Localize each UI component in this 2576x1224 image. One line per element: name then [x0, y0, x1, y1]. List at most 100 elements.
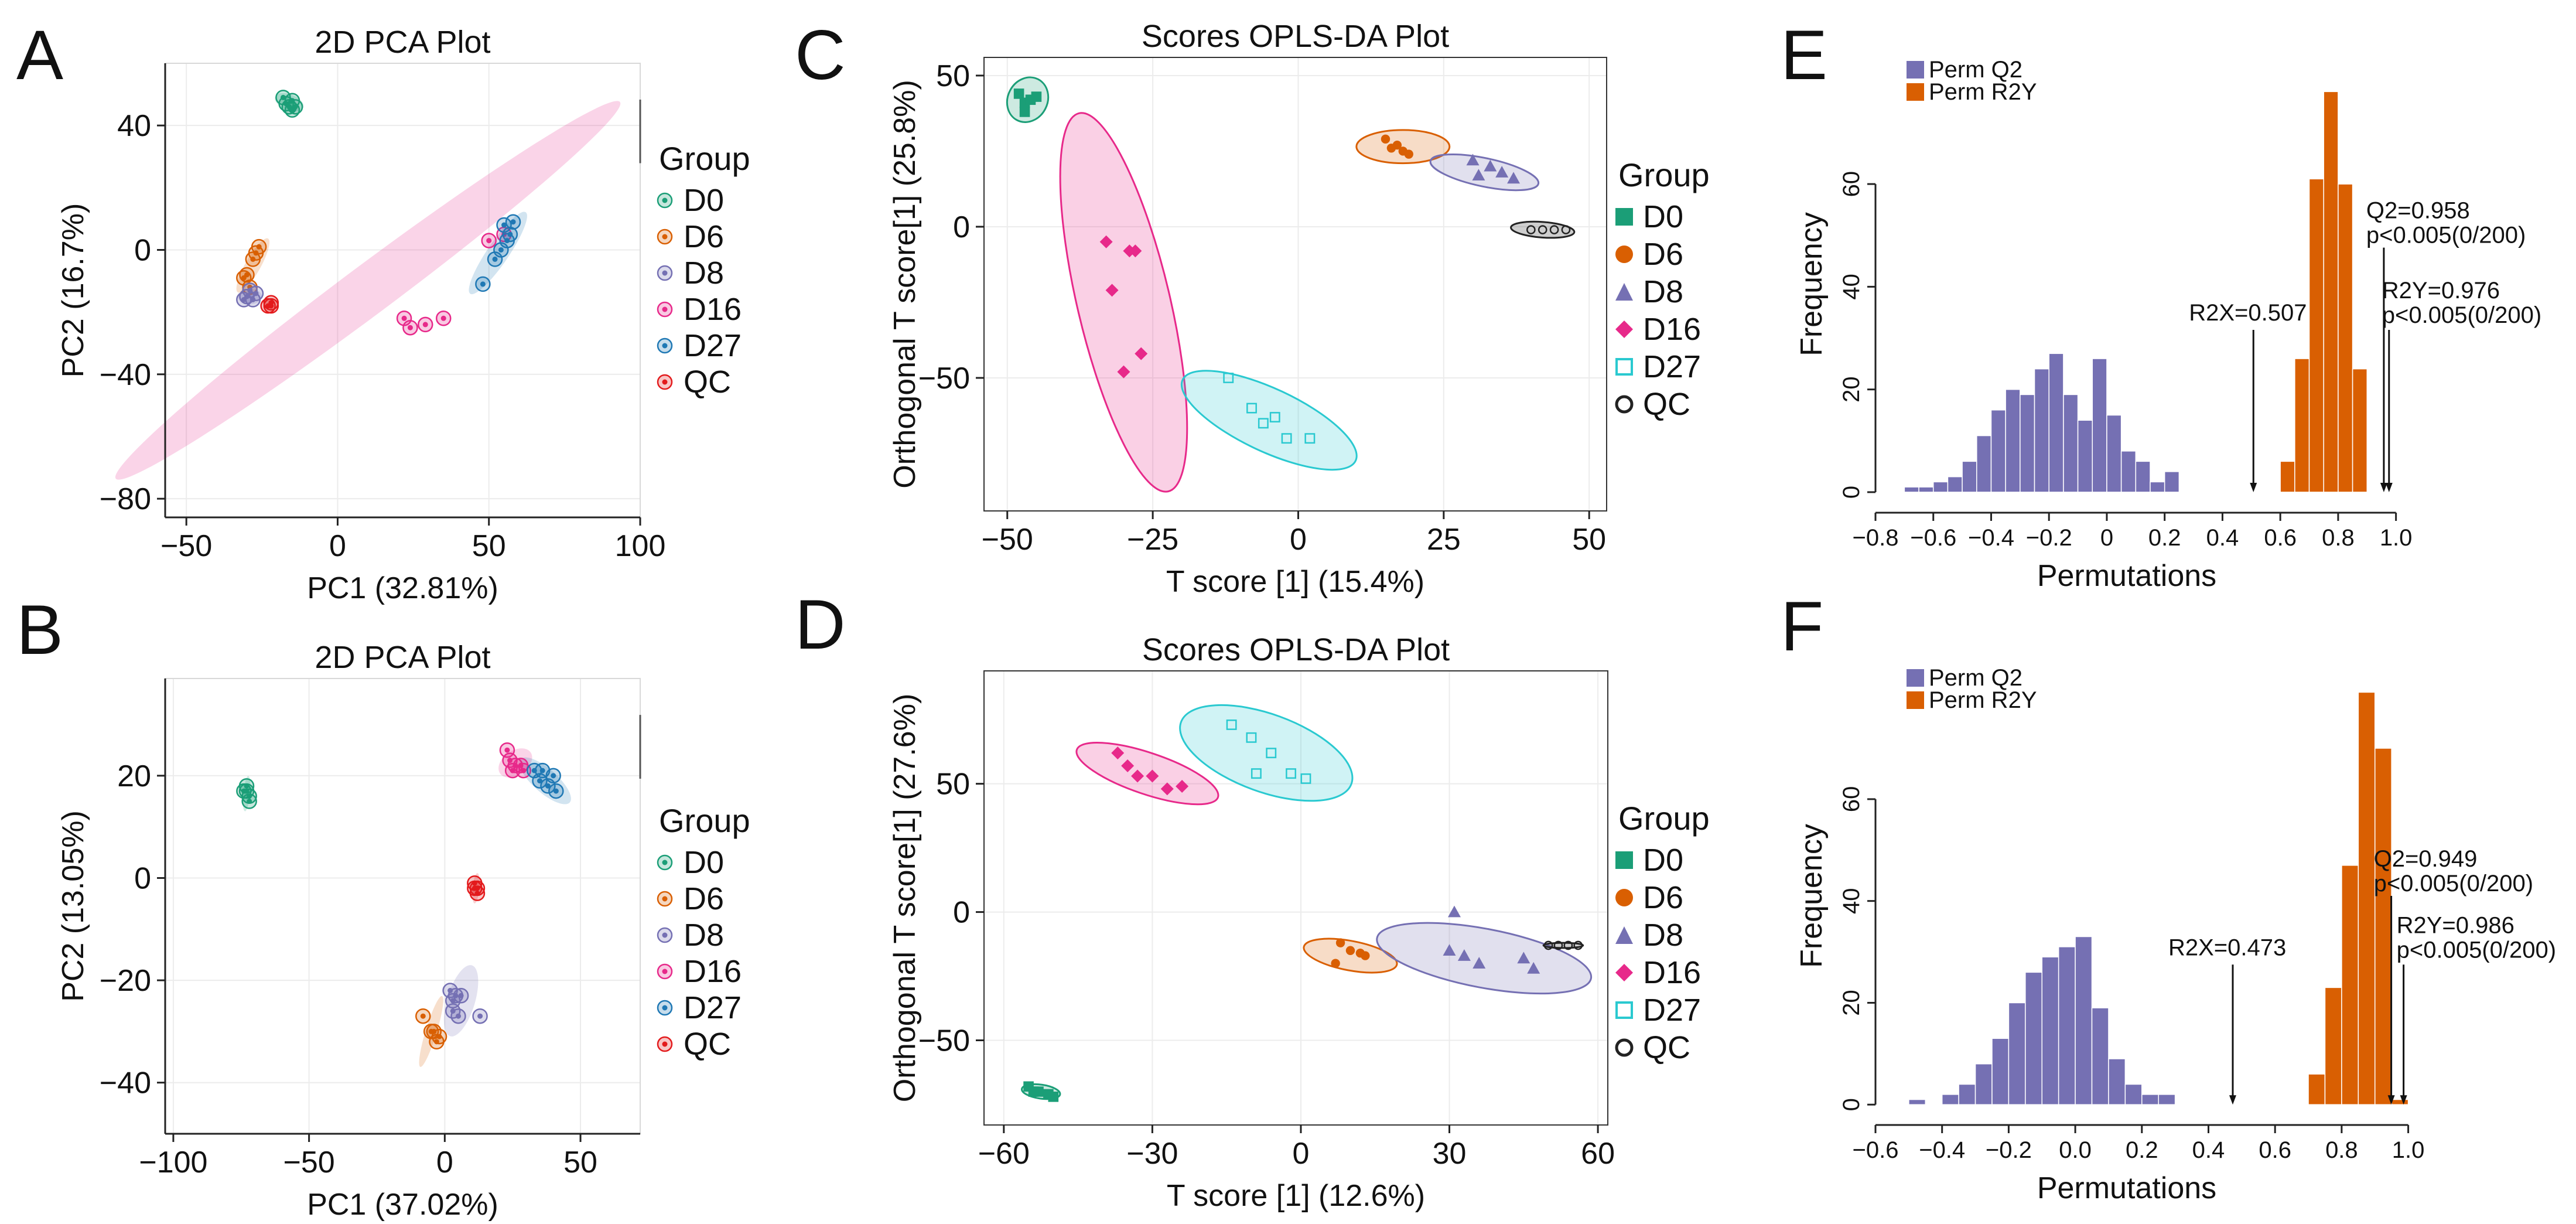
y-tick-label: 40: [1839, 274, 1864, 300]
point-QC-core: [474, 885, 480, 891]
legend-key: [1615, 283, 1633, 301]
legend-label: D0: [1643, 843, 1683, 878]
ellipse-D8: [1429, 153, 1540, 192]
legend-title: Group: [1618, 156, 1710, 193]
bar-Perm-Q2: [1962, 461, 1977, 493]
point-QC: [1561, 225, 1571, 234]
point-D16: [1135, 347, 1148, 360]
x-tick-label: 0: [2100, 525, 2113, 551]
y-tick-label: −50: [918, 1024, 970, 1058]
bar-Perm-Q2: [2158, 1094, 2176, 1105]
point-D27-core: [501, 222, 507, 228]
bar-Perm-Q2: [1991, 1038, 2010, 1105]
legend-title: Group: [1618, 800, 1710, 837]
x-axis-label: T score [1] (15.4%): [1166, 565, 1424, 599]
arrowhead-r2x: [2229, 1095, 2236, 1105]
point-D16: [1105, 284, 1119, 297]
x-tick-label: 0.4: [2192, 1137, 2225, 1163]
point-QC-core: [265, 303, 271, 309]
point-D8-core: [241, 296, 247, 302]
x-tick-label: 50: [563, 1145, 597, 1179]
legend-key: [1907, 61, 1924, 79]
y-tick-label: 0: [1839, 1098, 1864, 1111]
point-QC: [1573, 940, 1583, 950]
y-axis-label: Frequency: [1795, 824, 1829, 968]
bar-Perm-R2Y: [2341, 865, 2359, 1105]
bar-Perm-Q2: [2124, 1083, 2143, 1105]
point-D0-core: [244, 788, 250, 794]
bar-Perm-R2Y: [2338, 183, 2353, 493]
legend-key-core: [662, 379, 668, 385]
point-D8: [1495, 166, 1509, 178]
x-tick-label: −100: [139, 1145, 207, 1179]
point-D6: [1331, 959, 1340, 968]
point-D27-core: [539, 768, 545, 773]
bar-Perm-Q2: [2063, 394, 2079, 493]
legend-key: [1615, 208, 1633, 226]
bar-Perm-Q2: [2008, 1002, 2026, 1105]
bar-Perm-R2Y: [2391, 1099, 2409, 1105]
x-tick-label: −25: [1127, 523, 1178, 557]
point-D16-core: [521, 768, 527, 773]
annotation-r2x: R2X=0.473: [2168, 935, 2286, 960]
legend-key: [1615, 889, 1633, 906]
y-tick-label: 20: [1839, 376, 1864, 403]
y-tick-label: 20: [1839, 990, 1864, 1016]
legend-label: D6: [1643, 880, 1683, 915]
point-D6: [1381, 134, 1391, 144]
bar-Perm-R2Y: [2308, 178, 2324, 493]
legend-label: QC: [684, 1027, 731, 1062]
x-tick-label: 0: [1292, 1137, 1309, 1171]
arrowhead-r2y: [2385, 482, 2393, 492]
panel-F: F −0.6 −0.4 −0.2 0.0 0.2 0.4 0.6 0.8 1.0 0 20 40 60 Pe…: [1781, 587, 2556, 1205]
point-D8: [1472, 169, 1485, 181]
point-D0-core: [247, 799, 252, 804]
ellipse-QC: [1510, 220, 1576, 239]
legend-key-core: [662, 969, 668, 974]
point-D0: [1019, 107, 1030, 117]
point-D8: [1447, 905, 1461, 918]
x-axis-label: T score [1] (12.6%): [1167, 1179, 1425, 1213]
x-tick-label: −50: [160, 529, 212, 563]
panel-label: F: [1781, 587, 1823, 666]
bar-Perm-Q2: [2091, 1007, 2109, 1105]
point-D6: [1335, 938, 1345, 947]
bar-Perm-Q2: [2077, 420, 2093, 493]
point-D27: [1266, 748, 1277, 759]
y-axis-label: PC2 (13.05%): [56, 810, 90, 1002]
bar-Perm-Q2: [1974, 1063, 1993, 1105]
x-tick-label: −60: [978, 1137, 1030, 1171]
bar-Perm-R2Y: [2352, 368, 2368, 493]
bar-Perm-Q2: [1918, 486, 1934, 493]
legend-label: D0: [1643, 199, 1683, 234]
panel-A: A −50 0 50 100 −80 −40 0 40 2D PCA Plot PC1 (32.81…: [16, 16, 750, 605]
legend-key: [1907, 669, 1924, 687]
legend-key: [1615, 246, 1633, 263]
x-tick-label: 25: [1427, 523, 1461, 557]
bar-Perm-Q2: [2005, 388, 2021, 493]
x-tick-label: −50: [982, 523, 1033, 557]
plot-frame: [983, 57, 1607, 512]
bar-Perm-Q2: [2150, 481, 2165, 493]
legend-label: D16: [684, 292, 742, 327]
legend-key: [1615, 1001, 1633, 1019]
legend-key: [1615, 926, 1633, 944]
legend-label: Perm R2Y: [1929, 79, 2037, 105]
legend-label: D8: [684, 918, 724, 953]
legend-key: [1615, 964, 1633, 981]
point-QC: [1549, 225, 1559, 234]
point-D16-core: [510, 768, 515, 773]
y-tick-label: 20: [117, 759, 151, 793]
legend-title: Group: [659, 802, 750, 839]
x-axis-label: Permutations: [2037, 1171, 2216, 1205]
panel-label: D: [795, 585, 846, 664]
point-D6-core: [256, 244, 262, 250]
ellipse-D16: [115, 101, 621, 480]
x-tick-label: −0.6: [1910, 525, 1956, 551]
point-D16: [1176, 780, 1189, 793]
legend-key-core: [662, 896, 668, 902]
bar-Perm-R2Y: [2280, 461, 2295, 493]
x-tick-label: 1.0: [2380, 525, 2413, 551]
point-D16: [1129, 244, 1142, 258]
legend-key-core: [662, 197, 668, 203]
